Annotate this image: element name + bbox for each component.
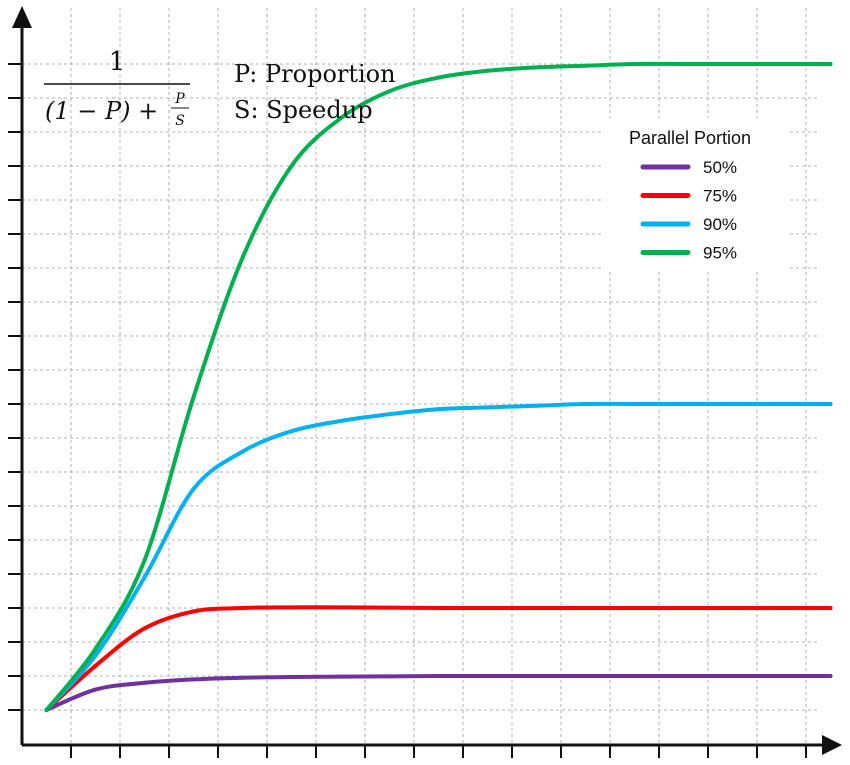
- data-point-95-percent: [583, 63, 588, 68]
- data-point-90-percent: [534, 403, 539, 408]
- data-point-95-percent: [779, 62, 784, 66]
- data-point-50-percent: [93, 687, 98, 692]
- data-point-90-percent: [730, 402, 735, 406]
- data-point-95-percent: [289, 164, 294, 168]
- series-layer: [44, 61, 833, 712]
- data-point-90-percent: [632, 402, 637, 406]
- data-point-90-percent: [681, 402, 686, 406]
- data-point-90-percent: [289, 429, 294, 434]
- data-point-90-percent: [436, 407, 441, 412]
- data-point-50-percent: [436, 674, 441, 678]
- data-point-75-percent: [730, 606, 735, 610]
- axes: [8, 6, 842, 758]
- data-point-75-percent: [191, 609, 196, 614]
- data-point-95-percent: [191, 395, 196, 400]
- legend-box: [602, 118, 790, 270]
- data-point-95-percent: [338, 116, 343, 121]
- data-point-90-percent: [828, 402, 833, 406]
- data-point-90-percent: [240, 449, 245, 454]
- legend-label-95-percent: 95%: [703, 244, 737, 263]
- data-point-50-percent: [142, 680, 147, 685]
- series-line-75-percent: [44, 605, 833, 712]
- data-point-75-percent: [142, 626, 147, 631]
- data-point-95-percent: [730, 62, 735, 66]
- y-axis-arrow: [12, 6, 32, 28]
- data-point-75-percent: [485, 606, 490, 610]
- data-point-90-percent: [93, 653, 98, 658]
- data-point-75-percent: [583, 606, 588, 610]
- data-point-95-percent: [485, 68, 490, 73]
- data-point-75-percent: [681, 606, 686, 610]
- data-point-50-percent: [730, 674, 735, 678]
- data-point-95-percent: [828, 62, 833, 66]
- formula-fraction-denominator: S: [175, 113, 185, 129]
- data-point-75-percent: [534, 606, 539, 610]
- legend-label-90-percent: 90%: [703, 215, 737, 234]
- data-point-90-percent: [387, 412, 392, 417]
- formula: 1 (1 − P) + P S: [44, 47, 190, 129]
- data-point-90-percent: [338, 419, 343, 423]
- data-point-95-percent: [240, 255, 245, 260]
- data-point-50-percent: [779, 674, 784, 678]
- data-point-90-percent: [191, 487, 196, 491]
- data-point-90-percent: [583, 402, 588, 406]
- data-point-50-percent: [485, 674, 490, 678]
- data-point-95-percent: [142, 558, 147, 563]
- formula-denominator: (1 − P) +: [45, 97, 158, 125]
- data-point-50-percent: [191, 677, 196, 682]
- data-point-50-percent: [534, 674, 539, 678]
- data-point-75-percent: [632, 606, 637, 610]
- legend-label-75-percent: 75%: [703, 187, 737, 206]
- data-point-90-percent: [142, 575, 147, 580]
- data-point-75-percent: [387, 605, 392, 610]
- data-point-75-percent: [436, 606, 441, 610]
- data-point-75-percent: [779, 606, 784, 610]
- data-point-75-percent: [828, 606, 833, 610]
- data-point-95-percent: [534, 65, 539, 70]
- series-line-50-percent: [44, 673, 833, 712]
- data-point-90-percent: [485, 405, 490, 410]
- data-point-95-percent: [436, 75, 441, 80]
- data-point-75-percent: [289, 605, 294, 610]
- data-point-75-percent: [338, 605, 343, 610]
- data-point-50-percent: [338, 674, 343, 679]
- series-line-90-percent: [44, 401, 833, 712]
- data-point-50-percent: [681, 674, 686, 678]
- data-point-50-percent: [828, 674, 833, 678]
- data-point-95-percent: [681, 62, 686, 66]
- legend: Parallel Portion 50% 75% 90% 95%: [602, 118, 790, 270]
- legend-title: Parallel Portion: [629, 128, 751, 148]
- data-point-50-percent: [289, 675, 294, 680]
- data-point-75-percent: [93, 663, 98, 668]
- data-point-50-percent: [387, 674, 392, 679]
- legend-label-50-percent: 50%: [703, 158, 737, 177]
- proportion-note: P: Proportion: [234, 60, 396, 88]
- formula-numerator: 1: [109, 47, 126, 77]
- data-point-95-percent: [387, 89, 392, 94]
- data-point-50-percent: [632, 674, 637, 678]
- data-point-95-percent: [93, 646, 98, 651]
- data-point-50-percent: [583, 674, 588, 678]
- data-point-75-percent: [240, 606, 245, 610]
- data-point-95-percent: [44, 708, 49, 712]
- data-point-95-percent: [632, 62, 637, 66]
- x-axis-arrow: [822, 735, 842, 755]
- speedup-note: S: Speedup: [234, 96, 373, 124]
- data-point-90-percent: [779, 402, 784, 406]
- formula-fraction-numerator: P: [174, 91, 185, 107]
- data-point-50-percent: [240, 675, 245, 680]
